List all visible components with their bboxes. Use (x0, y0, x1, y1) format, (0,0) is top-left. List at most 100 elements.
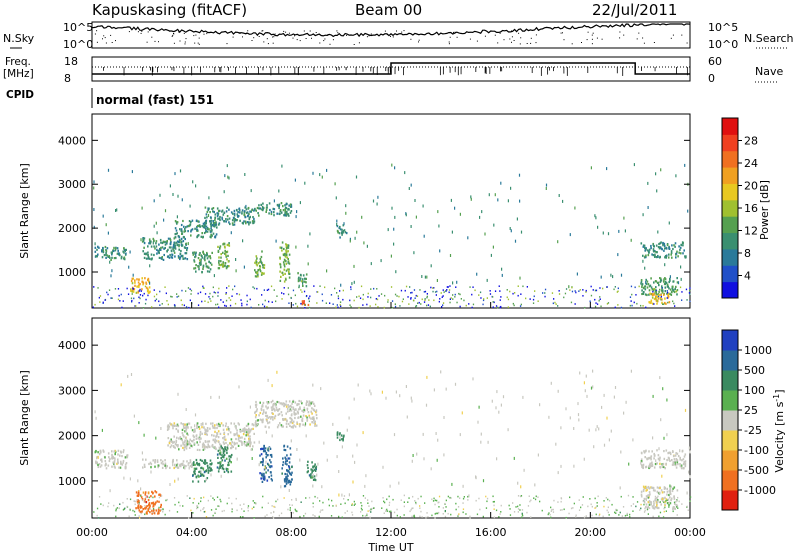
noise-cell (594, 214, 596, 218)
scatter-cell (251, 208, 253, 212)
scatter-cell (111, 256, 113, 259)
scatter-cell (222, 428, 225, 431)
ground-scatter-cell (560, 497, 562, 499)
ground-scatter-cell (674, 305, 676, 307)
noise-cell (235, 269, 237, 273)
ground-scatter-cell (596, 505, 598, 507)
noise-cell (299, 201, 301, 205)
ground-scatter-cell (441, 296, 443, 298)
ground-scatter-cell (591, 505, 593, 508)
ground-scatter-cell (424, 502, 426, 504)
ground-scatter-cell (557, 305, 559, 307)
ground-scatter-cell (517, 285, 519, 287)
scatter-cell (155, 491, 158, 494)
scatter-cell (160, 505, 162, 509)
scatter-cell (281, 425, 283, 428)
noise-cell (343, 222, 345, 226)
scatter-cell (153, 253, 155, 257)
scatter-cell (653, 297, 656, 301)
ground-scatter-cell (228, 497, 230, 499)
nsearch-dot (206, 33, 208, 35)
scatter-cell (290, 205, 293, 208)
scatter-cell (265, 210, 267, 213)
ground-scatter-cell (329, 302, 331, 304)
noise-cell (680, 277, 682, 281)
scatter-cell (229, 222, 231, 226)
scatter-cell (296, 422, 298, 425)
ground-scatter-cell (440, 292, 442, 294)
scatter-cell (670, 250, 673, 253)
scatter-cell (259, 454, 261, 457)
ground-scatter-cell (158, 506, 160, 509)
ground-scatter-cell (459, 293, 461, 296)
ground-scatter-cell (394, 293, 397, 296)
scatter-cell (283, 265, 286, 268)
scatter-cell (173, 466, 175, 470)
scatter-cell (339, 225, 341, 229)
noise-cell (264, 466, 266, 470)
scatter-cell (181, 428, 184, 431)
scatter-cell (216, 433, 219, 436)
noise-cell (336, 223, 338, 226)
scatter-cell (245, 434, 247, 437)
noise-cell (189, 204, 191, 208)
scatter-cell (136, 500, 139, 503)
ground-scatter-cell (343, 498, 345, 500)
scatter-cell (208, 445, 211, 449)
scatter-cell (646, 506, 649, 509)
ground-scatter-cell (373, 507, 375, 509)
scatter-cell (285, 243, 287, 246)
ground-scatter-cell (189, 288, 191, 290)
scatter-cell (168, 442, 171, 445)
ground-scatter-cell (400, 499, 402, 501)
scatter-cell (680, 252, 682, 255)
noise-cell (291, 413, 293, 417)
scatter-cell (226, 469, 228, 472)
scatter-cell (242, 433, 245, 436)
ground-scatter-cell (437, 501, 439, 504)
scatter-cell (150, 245, 153, 248)
scatter-cell (656, 504, 658, 507)
scatter-cell (289, 408, 292, 411)
scatter-cell (302, 284, 304, 287)
scatter-cell (672, 463, 675, 466)
scatter-cell (222, 213, 225, 216)
ground-scatter-cell (599, 298, 601, 300)
scatter-cell (167, 255, 169, 258)
noise-cell (94, 242, 96, 246)
ground-scatter-cell (383, 306, 385, 309)
ground-scatter-cell (110, 297, 112, 299)
ground-scatter-cell (530, 516, 532, 518)
scatter-cell (122, 451, 125, 454)
scatter-cell (105, 250, 108, 253)
scatter-cell (185, 429, 187, 432)
ground-scatter-cell (356, 296, 358, 298)
scatter-cell (138, 285, 140, 288)
scatter-cell (272, 412, 274, 415)
scatter-cell (271, 411, 273, 415)
ground-scatter-cell (512, 502, 514, 504)
ground-scatter-cell (520, 303, 522, 306)
scatter-cell (222, 455, 224, 459)
scatter-cell (668, 457, 670, 460)
scatter-cell (255, 414, 257, 417)
scatter-cell (131, 282, 134, 285)
scatter-cell (144, 498, 147, 501)
ground-scatter-cell (636, 501, 639, 503)
scatter-cell (243, 430, 245, 433)
ground-scatter-cell (246, 300, 248, 303)
scatter-cell (159, 493, 161, 496)
nsearch-dot (305, 38, 307, 39)
ground-scatter-cell (673, 302, 675, 305)
ground-scatter-cell (426, 512, 428, 514)
scatter-cell (207, 429, 209, 432)
scatter-cell (670, 485, 672, 488)
noise-cell (226, 164, 228, 168)
ground-scatter-cell (644, 509, 646, 512)
scatter-cell (254, 416, 257, 419)
noise-cell (346, 428, 348, 432)
scatter-cell (311, 471, 313, 474)
scatter-cell (173, 424, 176, 427)
scatter-cell (153, 245, 155, 248)
ground-scatter-cell (594, 298, 596, 301)
